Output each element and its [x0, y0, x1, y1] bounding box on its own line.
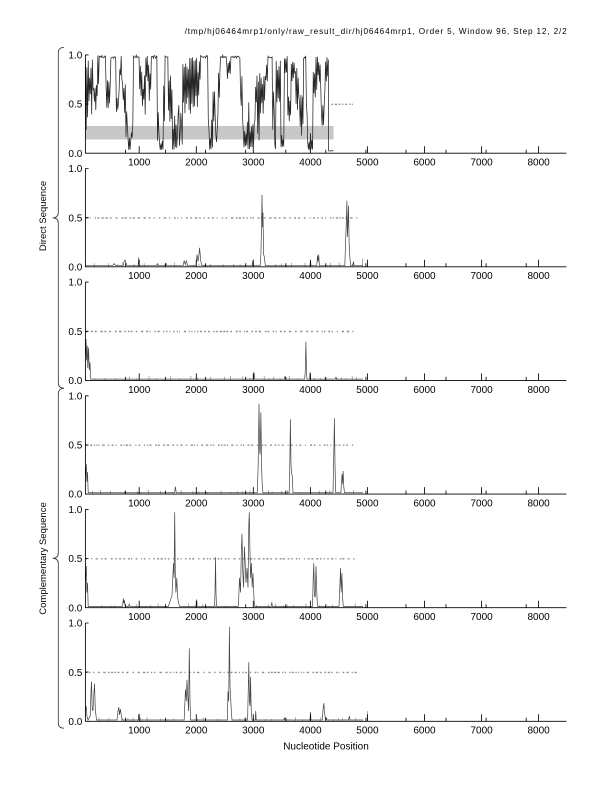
- svg-text:1.0: 1.0: [68, 164, 82, 175]
- svg-text:0.0: 0.0: [68, 717, 82, 728]
- svg-text:5000: 5000: [356, 271, 379, 282]
- svg-text:3000: 3000: [242, 271, 265, 282]
- svg-text:4000: 4000: [299, 612, 322, 623]
- svg-text:7000: 7000: [470, 499, 493, 510]
- svg-text:Direct Sequence: Direct Sequence: [38, 181, 49, 251]
- svg-text:5000: 5000: [356, 499, 379, 510]
- svg-text:1000: 1000: [128, 612, 151, 623]
- svg-text:4000: 4000: [299, 726, 322, 737]
- svg-text:0.0: 0.0: [68, 149, 82, 160]
- svg-text:7000: 7000: [470, 612, 493, 623]
- svg-text:1.0: 1.0: [68, 278, 82, 289]
- svg-text:4000: 4000: [299, 385, 322, 396]
- svg-text:6000: 6000: [413, 499, 436, 510]
- svg-text:8000: 8000: [527, 385, 550, 396]
- svg-text:6000: 6000: [413, 612, 436, 623]
- svg-text:1.0: 1.0: [68, 505, 82, 516]
- svg-text:0.5: 0.5: [68, 100, 82, 111]
- svg-text:8000: 8000: [527, 612, 550, 623]
- svg-text:0.5: 0.5: [68, 213, 82, 224]
- svg-text:2000: 2000: [185, 385, 208, 396]
- svg-text:/tmp/hj06464mrp1/only/raw_resu: /tmp/hj06464mrp1/only/raw_result_dir/hj0…: [185, 27, 568, 36]
- svg-text:8000: 8000: [527, 726, 550, 737]
- svg-text:5000: 5000: [356, 726, 379, 737]
- svg-text:5000: 5000: [356, 385, 379, 396]
- svg-text:0.5: 0.5: [68, 327, 82, 338]
- svg-text:0.0: 0.0: [68, 490, 82, 501]
- svg-text:7000: 7000: [470, 271, 493, 282]
- svg-text:3000: 3000: [242, 385, 265, 396]
- svg-text:2000: 2000: [185, 158, 208, 169]
- svg-text:2000: 2000: [185, 726, 208, 737]
- svg-text:4000: 4000: [299, 271, 322, 282]
- svg-text:4000: 4000: [299, 158, 322, 169]
- svg-text:4000: 4000: [299, 499, 322, 510]
- svg-text:Nucleotide Position: Nucleotide Position: [283, 741, 369, 752]
- svg-text:1.0: 1.0: [68, 619, 82, 630]
- svg-text:6000: 6000: [413, 158, 436, 169]
- svg-text:2000: 2000: [185, 271, 208, 282]
- svg-text:5000: 5000: [356, 158, 379, 169]
- svg-text:0.5: 0.5: [68, 554, 82, 565]
- svg-text:0.0: 0.0: [68, 376, 82, 387]
- svg-text:1.0: 1.0: [68, 51, 82, 62]
- svg-text:1000: 1000: [128, 726, 151, 737]
- svg-text:1.0: 1.0: [68, 391, 82, 402]
- svg-text:8000: 8000: [527, 271, 550, 282]
- svg-text:8000: 8000: [527, 158, 550, 169]
- svg-text:2000: 2000: [185, 499, 208, 510]
- svg-text:6000: 6000: [413, 385, 436, 396]
- svg-text:3000: 3000: [242, 499, 265, 510]
- svg-text:6000: 6000: [413, 271, 436, 282]
- svg-text:7000: 7000: [470, 385, 493, 396]
- svg-text:3000: 3000: [242, 726, 265, 737]
- svg-text:0.0: 0.0: [68, 262, 82, 273]
- svg-text:1000: 1000: [128, 158, 151, 169]
- svg-text:Complementary Sequence: Complementary Sequence: [38, 502, 49, 614]
- svg-text:1000: 1000: [128, 499, 151, 510]
- svg-text:3000: 3000: [242, 612, 265, 623]
- svg-text:3000: 3000: [242, 158, 265, 169]
- svg-text:7000: 7000: [470, 158, 493, 169]
- svg-text:5000: 5000: [356, 612, 379, 623]
- svg-text:0.0: 0.0: [68, 603, 82, 614]
- svg-text:1000: 1000: [128, 271, 151, 282]
- svg-text:8000: 8000: [527, 499, 550, 510]
- svg-text:0.5: 0.5: [68, 441, 82, 452]
- svg-text:6000: 6000: [413, 726, 436, 737]
- svg-text:0.5: 0.5: [68, 668, 82, 679]
- svg-text:1000: 1000: [128, 385, 151, 396]
- svg-text:2000: 2000: [185, 612, 208, 623]
- svg-text:7000: 7000: [470, 726, 493, 737]
